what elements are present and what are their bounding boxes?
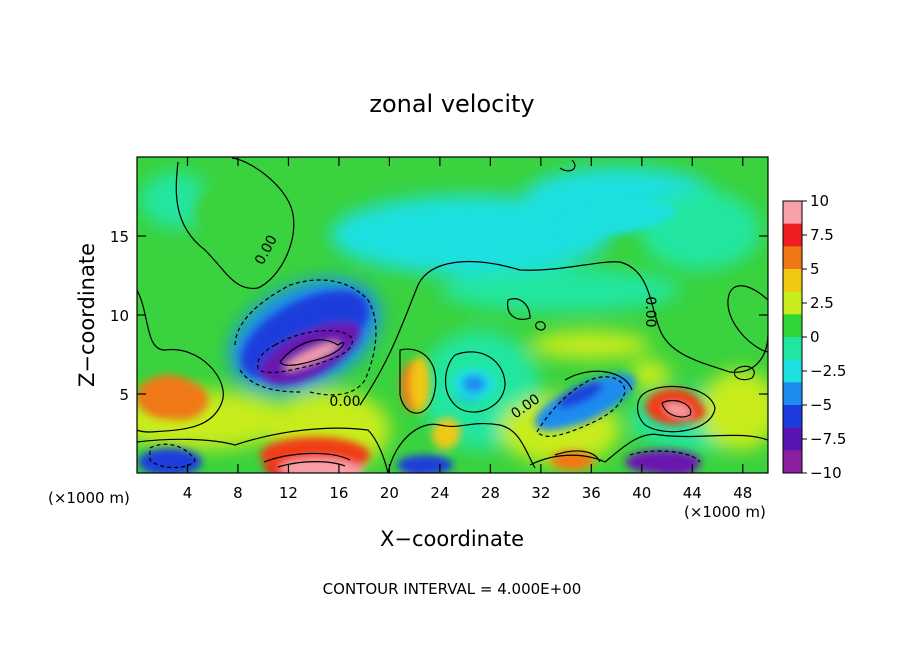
field-core <box>664 403 692 417</box>
contour-line <box>277 461 346 468</box>
colorbar-segment <box>783 201 802 225</box>
contour-line-negative <box>536 376 626 437</box>
field-patch <box>640 190 760 270</box>
contour-line <box>554 450 601 463</box>
colorbar-tick-label: −10 <box>810 464 842 482</box>
colorbar-segment <box>783 405 802 429</box>
field-core <box>152 380 208 420</box>
colorbar-tick-label: 2.5 <box>810 294 834 312</box>
colorbar-segment <box>783 382 802 406</box>
field-patch <box>530 331 650 359</box>
colorbar-segment <box>783 291 802 315</box>
field-patch <box>330 195 610 275</box>
field-core <box>410 356 430 412</box>
field-core <box>284 342 340 370</box>
contour-line <box>535 321 546 331</box>
contour-line <box>661 399 692 418</box>
y-axis-ticks: 5 10 15 <box>110 228 768 404</box>
field-core <box>462 375 486 393</box>
contour-interval-footer: CONTOUR INTERVAL = 4.000E+00 <box>323 580 582 598</box>
field-feature <box>557 202 676 238</box>
colorbar-segment <box>783 450 802 474</box>
field-patch <box>700 370 768 450</box>
field-core <box>534 373 636 431</box>
contour-line <box>279 339 345 366</box>
contour-line <box>137 427 389 473</box>
x-tick-label: 44 <box>683 484 702 502</box>
x-axis-label: X−coordinate <box>380 527 524 551</box>
contour-line-negative <box>239 369 301 393</box>
contour-lines <box>137 157 768 473</box>
field-patch <box>440 268 680 312</box>
x-tick-label: 28 <box>481 484 500 502</box>
colorbar-tick-label: 10 <box>810 192 829 210</box>
colorbar-segment <box>783 314 802 338</box>
colorbar: 10 7.5 5 2.5 0 −2.5 −5 −7.5 −10 <box>782 192 846 482</box>
colorbar-segment <box>783 246 802 270</box>
x-tick-label: 40 <box>632 484 651 502</box>
x-tick-label: 12 <box>279 484 298 502</box>
contour-line <box>445 351 506 413</box>
contour-line <box>359 260 768 406</box>
field-feature <box>431 417 461 450</box>
field-core <box>280 458 356 473</box>
contour-line <box>636 385 716 433</box>
x-tick-label: 48 <box>733 484 752 502</box>
x-unit-right: (×1000 m) <box>684 503 766 521</box>
contour-line-negative <box>234 279 377 396</box>
colorbar-segment <box>783 427 802 451</box>
x-axis-ticks: 4 8 12 16 20 24 28 32 36 40 44 48 <box>183 157 752 502</box>
field-feature <box>550 450 595 471</box>
x-tick-label: 36 <box>582 484 601 502</box>
contour-line <box>529 433 768 466</box>
colorbar-tick-label: −5 <box>810 396 832 414</box>
x-tick-label: 20 <box>380 484 399 502</box>
field-patch <box>140 172 210 228</box>
contour-line <box>387 422 536 473</box>
field-patch <box>630 360 670 390</box>
x-tick-label: 32 <box>531 484 550 502</box>
colorbar-tick-label: 7.5 <box>810 226 834 244</box>
contour-line <box>263 452 351 463</box>
contour-line <box>727 285 768 353</box>
x-unit-left: (×1000 m) <box>48 489 130 507</box>
y-axis-label: Z−coordinate <box>75 243 99 387</box>
field-core <box>397 455 453 473</box>
contour-line <box>507 298 531 321</box>
field-core <box>138 448 202 473</box>
colorbar-tick-label: −7.5 <box>810 430 846 448</box>
contour-line <box>733 365 755 381</box>
x-tick-label: 24 <box>430 484 449 502</box>
field-core <box>625 450 701 473</box>
contour-label: 0.00 <box>329 394 360 410</box>
colorbar-segment <box>783 223 802 247</box>
x-tick-label: 4 <box>183 484 193 502</box>
contour-line <box>175 157 295 290</box>
chart-title: zonal velocity <box>369 90 534 118</box>
x-tick-label: 8 <box>233 484 243 502</box>
contour-line-negative <box>257 329 353 374</box>
contour-line <box>137 289 224 433</box>
contour-line-negative <box>149 443 196 469</box>
field-core <box>557 382 603 408</box>
colorbar-segment <box>783 269 802 293</box>
colorbar-tick-label: −2.5 <box>810 362 846 380</box>
colorbar-tick-label: 5 <box>810 260 820 278</box>
contour-line <box>399 348 437 414</box>
colorbar-segment <box>783 359 802 383</box>
field-feature <box>197 182 278 243</box>
x-tick-label: 16 <box>329 484 348 502</box>
contour-line <box>564 370 633 391</box>
contour-label: 0.00 <box>642 296 658 327</box>
contour-line <box>559 159 576 172</box>
colorbar-tick-label: 0 <box>810 328 820 346</box>
y-tick-label: 15 <box>110 228 129 246</box>
y-tick-label: 10 <box>110 307 129 325</box>
colorbar-segment <box>783 337 802 361</box>
y-tick-label: 5 <box>119 386 129 404</box>
heatmap-plot-area <box>137 157 768 473</box>
